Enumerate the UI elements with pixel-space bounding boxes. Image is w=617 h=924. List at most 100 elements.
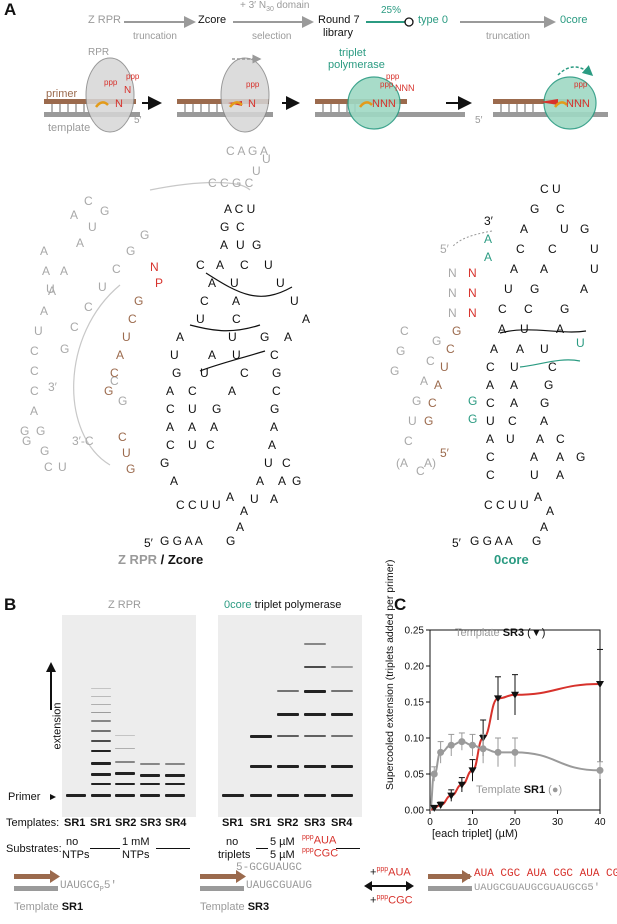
chart-annotation-sr3: Template SR3 (▼) bbox=[455, 627, 546, 639]
svg-text:U: U bbox=[236, 238, 245, 252]
svg-text:C: C bbox=[272, 384, 281, 398]
bottom-schematics bbox=[14, 870, 472, 891]
lane-right-2: SR1 bbox=[250, 817, 272, 829]
svg-text:C C G C: C C G C bbox=[208, 176, 254, 190]
chart-point-sr3 bbox=[468, 767, 477, 775]
svg-text:U: U bbox=[576, 336, 585, 350]
flow-zrpr: Z RPR bbox=[88, 14, 121, 26]
lane-right-4: SR3 bbox=[304, 817, 326, 829]
0core-grey-strand: 5′ NNN GCA GUC (ACA) CGG bbox=[390, 242, 457, 478]
svg-text:G: G bbox=[252, 238, 261, 252]
svg-text:ppp: ppp bbox=[246, 80, 260, 89]
svg-text:A: A bbox=[486, 432, 494, 446]
chart-annotation-sr1: Template SR1 (●) bbox=[476, 784, 563, 796]
svg-text:A: A bbox=[76, 236, 84, 250]
cartoon-polymerase: polymerase bbox=[328, 59, 385, 71]
secondary-structures: C A G A C C G C UU GUA AA AUC CCA GGC U … bbox=[20, 144, 599, 550]
right-sub-no: no bbox=[226, 836, 239, 848]
cartoon-5prime-2: 5′ bbox=[475, 115, 483, 126]
svg-text:A: A bbox=[530, 450, 538, 464]
svg-text:G: G bbox=[220, 220, 229, 234]
svg-text:G: G bbox=[452, 324, 461, 338]
chart-fit-line-sr3 bbox=[429, 683, 601, 811]
svg-text:G G A A: G G A A bbox=[470, 534, 513, 548]
chart-frame bbox=[429, 629, 601, 811]
svg-text:C: C bbox=[128, 312, 137, 326]
svg-text:G: G bbox=[126, 462, 135, 476]
svg-text:U: U bbox=[440, 360, 449, 374]
left-sub-line-1 bbox=[90, 848, 120, 849]
svg-text:G: G bbox=[212, 402, 221, 416]
lane-right-1: SR1 bbox=[222, 817, 244, 829]
svg-text:U: U bbox=[170, 348, 179, 362]
svg-text:A: A bbox=[270, 420, 278, 434]
svg-text:A: A bbox=[176, 330, 184, 344]
svg-text:G: G bbox=[172, 366, 181, 380]
svg-text:U: U bbox=[540, 342, 549, 356]
svg-text:A: A bbox=[510, 378, 518, 392]
flow-truncation-1: truncation bbox=[133, 31, 177, 42]
svg-text:U: U bbox=[196, 312, 205, 326]
svg-text:A: A bbox=[420, 374, 428, 388]
svg-text:G: G bbox=[100, 204, 109, 218]
svg-text:C: C bbox=[84, 300, 93, 314]
svg-text:C: C bbox=[84, 194, 93, 208]
flow-percent: 25% bbox=[381, 5, 402, 16]
svg-text:G: G bbox=[40, 444, 49, 458]
substrates-label: Substrates: bbox=[6, 843, 62, 855]
cartoon-primer: primer bbox=[46, 88, 78, 100]
svg-text:C: C bbox=[486, 360, 495, 374]
svg-text:U: U bbox=[262, 152, 271, 166]
svg-text:A: A bbox=[534, 490, 542, 504]
svg-text:U: U bbox=[232, 348, 241, 362]
template-sr3-label: Template SR3 bbox=[200, 901, 270, 913]
svg-text:C: C bbox=[112, 262, 121, 276]
svg-text:U: U bbox=[560, 222, 569, 236]
svg-text:5′: 5′ bbox=[452, 536, 462, 550]
right-sub-aua: pppAUA bbox=[302, 834, 337, 847]
svg-text:A: A bbox=[278, 474, 286, 488]
svg-text:N: N bbox=[448, 286, 457, 300]
right-sub-line-1 bbox=[256, 848, 268, 849]
svg-text:A: A bbox=[268, 438, 276, 452]
svg-text:A: A bbox=[510, 396, 518, 410]
flow-arrows bbox=[124, 16, 556, 28]
svg-text:G: G bbox=[118, 394, 127, 408]
svg-text:G: G bbox=[532, 534, 541, 548]
gel-right bbox=[218, 615, 362, 817]
svg-text:A: A bbox=[510, 262, 518, 276]
chart-point-sr3 bbox=[430, 804, 439, 812]
svg-text:A: A bbox=[540, 414, 548, 428]
chart-point-sr1 bbox=[494, 748, 502, 756]
svg-text:C: C bbox=[404, 434, 413, 448]
svg-text:ppp: ppp bbox=[104, 78, 118, 87]
svg-text:3′: 3′ bbox=[484, 214, 494, 228]
svg-text:C C U U: C C U U bbox=[176, 498, 221, 512]
svg-text:C: C bbox=[196, 258, 205, 272]
chart-point-sr1 bbox=[437, 748, 445, 756]
svg-text:A: A bbox=[240, 504, 248, 518]
svg-text:N: N bbox=[124, 85, 131, 96]
product-triplets: AUA CGC AUA CGC AUA CGC bbox=[474, 868, 617, 880]
svg-text:C: C bbox=[516, 242, 525, 256]
chart-point-sr1 bbox=[469, 741, 476, 749]
structure-left-label: Z RPR / Zcore bbox=[118, 552, 204, 567]
svg-text:A: A bbox=[540, 520, 548, 534]
svg-text:G: G bbox=[20, 424, 29, 438]
svg-text:A: A bbox=[40, 304, 48, 318]
svg-text:G: G bbox=[292, 474, 301, 488]
svg-text:G: G bbox=[60, 342, 69, 356]
svg-text:A: A bbox=[220, 238, 228, 252]
left-sub-ntps2: NTPs bbox=[122, 849, 150, 861]
left-sub-conc: 1 mM bbox=[122, 836, 150, 848]
svg-text:G: G bbox=[530, 202, 539, 216]
svg-text:C: C bbox=[200, 294, 209, 308]
svg-text:3′: 3′ bbox=[48, 380, 58, 394]
svg-text:U: U bbox=[264, 456, 273, 470]
svg-text:U: U bbox=[98, 280, 107, 294]
svg-text:U: U bbox=[122, 330, 131, 344]
svg-text:A: A bbox=[498, 322, 506, 336]
svg-text:C: C bbox=[524, 302, 533, 316]
svg-text:G: G bbox=[226, 534, 235, 548]
